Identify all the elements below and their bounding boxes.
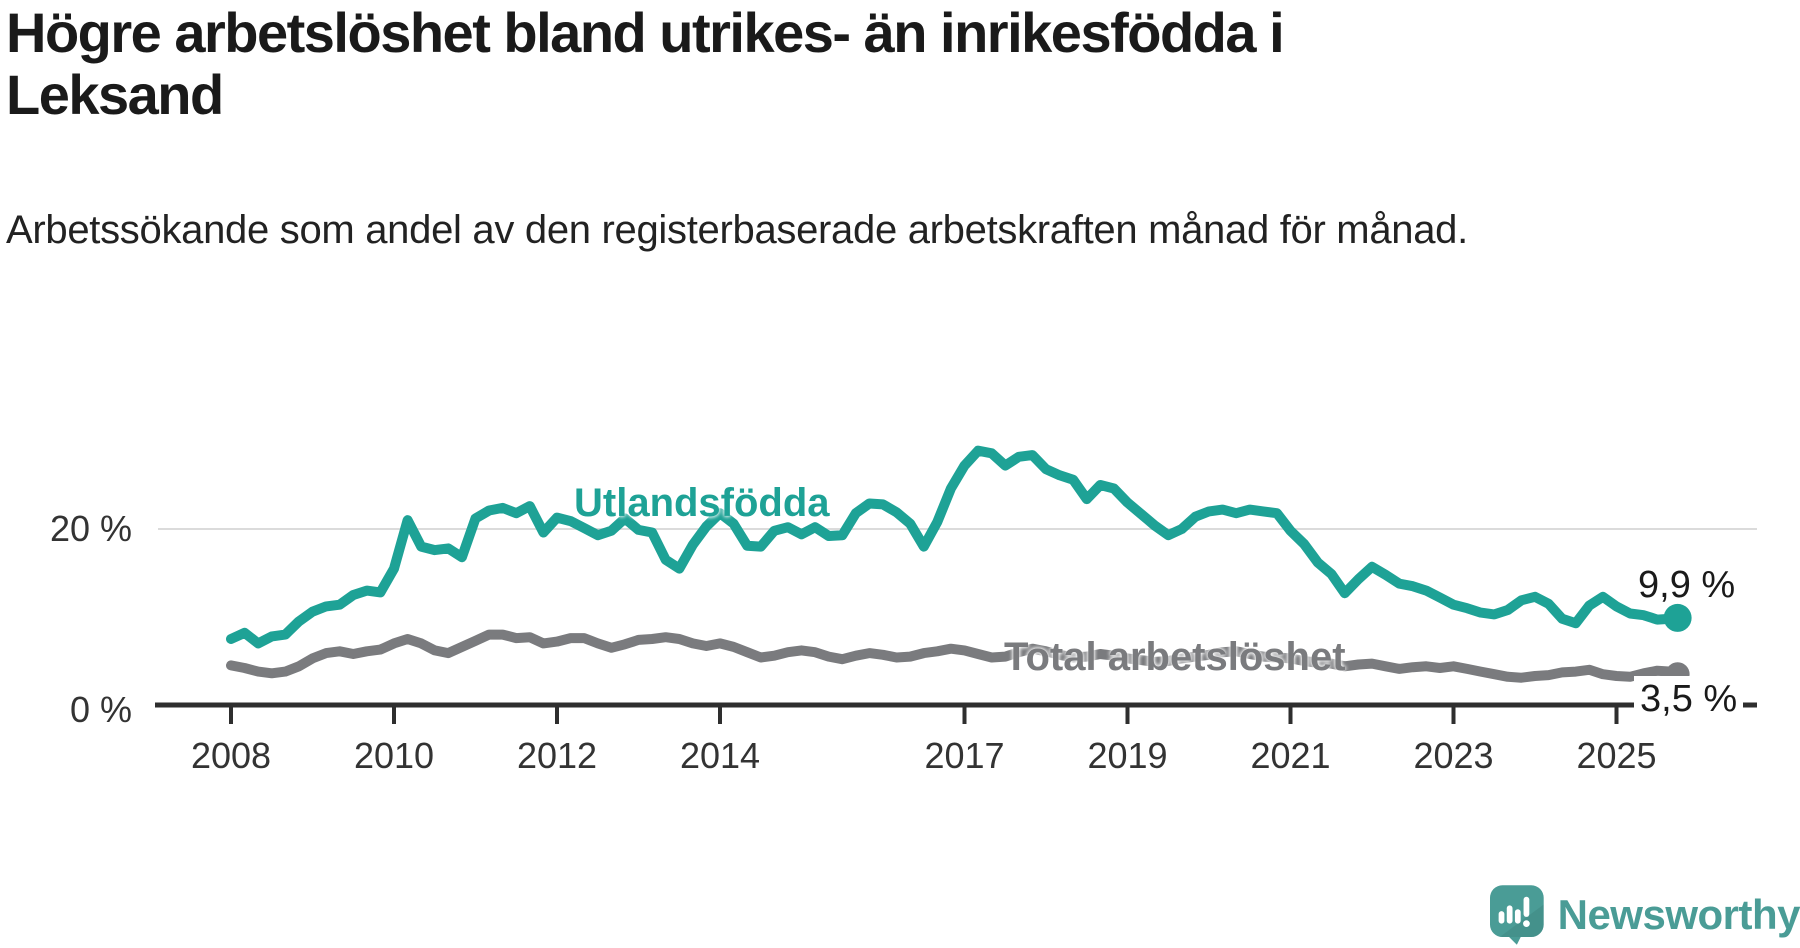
chart-title: Högre arbetslöshet bland utrikes- än inr… [6,1,1285,126]
x-axis-label-2008: 2008 [190,735,272,776]
y-axis-label-20: 20 % [49,508,132,549]
newsworthy-logo-text: Newsworthy [1557,891,1800,938]
x-axis-label-2010: 2010 [353,735,435,776]
x-axis-label-2012: 2012 [516,735,598,776]
series-label-total: Total arbetslöshet [1004,635,1346,679]
series-line-utlandsfodda [226,445,1683,649]
x-axis-label-2023: 2023 [1413,735,1494,776]
x-axis-label-2019: 2019 [1087,735,1168,776]
newsworthy-speech-bubble-icon [1490,885,1544,945]
series-label-utlandsfodda: Utlandsfödda [574,481,830,525]
newsworthy-logo: Newsworthy [1490,884,1800,946]
x-axis-label-2014: 2014 [679,735,761,776]
end-value-label-total: 3,5 % [1634,676,1744,722]
x-axis-label-2025: 2025 [1576,735,1657,776]
chart-subtitle: Arbetssökande som andel av den registerb… [6,208,1468,252]
x-axis-label-2017: 2017 [924,735,1005,776]
series-end-dot-utlandsfodda [1663,603,1692,632]
x-axis-label-2021: 2021 [1250,735,1331,776]
end-value-label-utlandsfodda: 9,9 % [1638,564,1736,606]
y-axis-label-0: 0 % [69,689,132,730]
series-line-total [226,629,1683,683]
